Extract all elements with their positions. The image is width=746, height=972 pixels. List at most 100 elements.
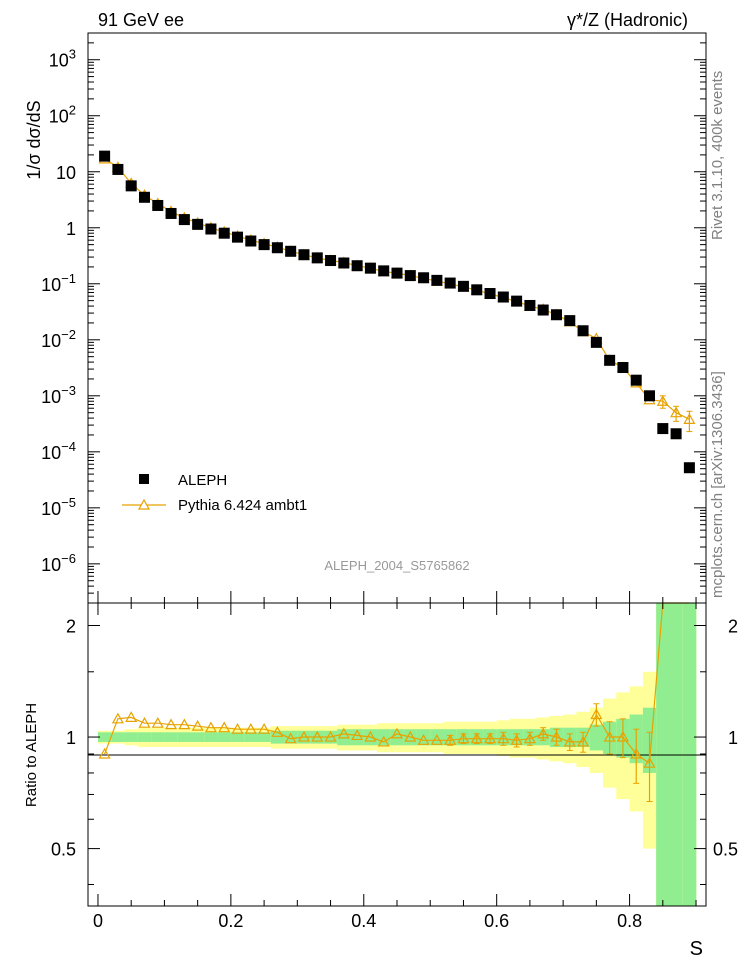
y-tick-label: 10−6 xyxy=(41,551,76,575)
ratio-stat-band xyxy=(97,732,112,742)
data-point xyxy=(178,214,190,226)
data-point xyxy=(364,262,376,274)
ratio-stat-band xyxy=(111,732,125,742)
y-tick-label: 10−3 xyxy=(41,383,76,407)
data-point xyxy=(338,257,350,269)
ratio-mc-point xyxy=(616,730,629,742)
legend-marker-data xyxy=(139,474,149,484)
ratio-mc-point xyxy=(430,734,443,745)
data-point xyxy=(431,274,443,286)
ratio-y-tick-label: 2 xyxy=(66,616,76,636)
ratio-mc-point xyxy=(484,732,497,744)
ratio-stat-band xyxy=(191,732,205,742)
data-point xyxy=(577,325,589,337)
ratio-mc-point xyxy=(377,735,390,747)
ratio-mc-point xyxy=(191,719,204,731)
header-left: 91 GeV ee xyxy=(98,10,184,30)
data-point xyxy=(298,249,310,261)
header-right: γ*/Z (Hadronic) xyxy=(567,10,688,30)
data-point xyxy=(418,272,430,284)
ratio-mc-point xyxy=(563,735,576,747)
mc-point xyxy=(683,413,696,424)
data-point xyxy=(152,199,164,211)
mc-point xyxy=(670,406,683,418)
data-point xyxy=(112,163,124,175)
ratio-mc-point xyxy=(537,727,550,739)
main-panel: 10−6 10−5 10−4 10−3 10−2 10−1 1 10 102 103 ALEPH_… xyxy=(24,32,707,604)
data-point xyxy=(683,462,695,474)
data-point xyxy=(245,235,257,247)
ratio-mc-point xyxy=(470,732,483,744)
mc-series xyxy=(98,152,696,433)
ratio-mc-point xyxy=(590,708,603,720)
ratio-mc-point xyxy=(258,722,271,734)
ratio-mc-point xyxy=(577,735,590,747)
ratio-mc-point xyxy=(324,730,337,742)
data-point xyxy=(444,277,456,289)
data-point xyxy=(258,239,270,251)
data-point xyxy=(125,180,137,192)
ratio-stat-band xyxy=(151,732,165,742)
ratio-mc-point xyxy=(98,747,111,759)
ratio-mc-point xyxy=(218,721,231,733)
y-tick-label: 10−2 xyxy=(41,327,76,351)
x-tick-label: 0.6 xyxy=(484,911,509,931)
ratio-mc-point xyxy=(311,730,324,742)
legend: ALEPH Pythia 6.424 ambt1 xyxy=(122,472,307,514)
ratio-ylabel: Ratio to ALEPH xyxy=(23,703,40,807)
x-tick-label: 0 xyxy=(93,911,103,931)
ratio-mc-point xyxy=(457,732,470,744)
ratio-y-tick-label: 1 xyxy=(66,728,76,748)
ratio-mc-point xyxy=(297,730,310,742)
ratio-mc-point xyxy=(603,730,616,742)
data-point xyxy=(205,223,217,235)
data-point xyxy=(511,295,523,307)
data-point xyxy=(325,255,337,267)
data-point xyxy=(471,284,483,296)
ratio-mc-point xyxy=(364,730,377,742)
ratio-y-tick-label-right: 0.5 xyxy=(713,840,738,860)
data-point xyxy=(351,260,363,272)
ratio-mc-point xyxy=(125,711,138,722)
y-tick-label: 102 xyxy=(49,103,76,127)
data-point xyxy=(457,280,469,292)
ratio-stat-band xyxy=(204,732,218,742)
ratio-mc-point xyxy=(271,726,284,737)
x-axis-label: S xyxy=(690,938,703,960)
x-tick-label: 0.4 xyxy=(351,911,376,931)
ratio-mc-point xyxy=(351,729,364,741)
y-tick-label: 10−1 xyxy=(41,271,76,295)
ratio-stat-band xyxy=(244,732,258,742)
ratio-stat-band xyxy=(337,729,351,746)
ratio-mc-point xyxy=(111,712,124,724)
ratio-mc-point xyxy=(244,722,257,734)
y-tick-label: 103 xyxy=(49,47,76,71)
ratio-stat-band xyxy=(230,732,245,742)
ratio-stat-band xyxy=(217,732,232,742)
main-frame xyxy=(87,32,707,604)
mc-point xyxy=(656,394,669,406)
data-point xyxy=(192,218,204,230)
data-point xyxy=(165,207,177,219)
y-tick-label: 1 xyxy=(66,219,76,239)
x-tick-label: 0.2 xyxy=(218,911,243,931)
ratio-y-tick-label: 0.5 xyxy=(51,840,76,860)
ratio-mc-point xyxy=(390,727,404,739)
data-point xyxy=(391,267,403,279)
x-axis: 0 0.2 0.4 0.6 0.8 xyxy=(93,591,697,931)
ratio-series xyxy=(98,602,690,802)
ratio-stat-band xyxy=(177,732,192,742)
data-point xyxy=(537,304,549,316)
ratio-panel: 0.5 0.5 1 1 2 2 Ratio to ALEPH xyxy=(23,602,738,907)
ratio-stat-band xyxy=(137,732,152,742)
data-point xyxy=(564,315,576,327)
ratio-mc-point xyxy=(523,732,536,744)
data-point xyxy=(99,150,111,162)
ratio-mc-point xyxy=(138,716,151,728)
data-point xyxy=(524,299,536,311)
data-point xyxy=(550,309,562,321)
data-point xyxy=(590,336,602,348)
data-point xyxy=(604,354,616,366)
data-point xyxy=(617,362,629,374)
